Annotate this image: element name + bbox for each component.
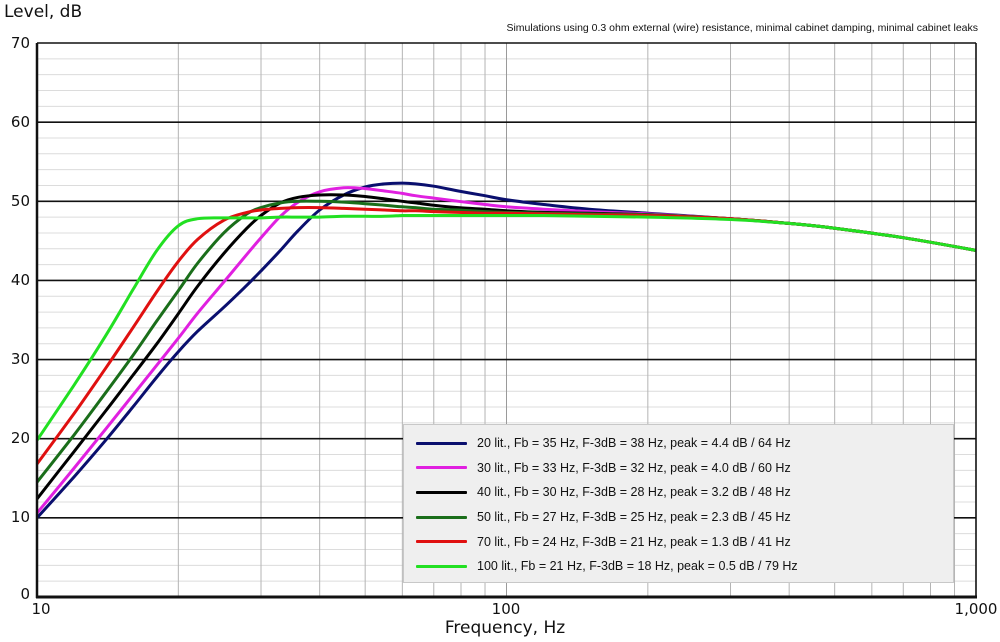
y-tick-60: 60 xyxy=(10,113,30,131)
x-axis-title: Frequency, Hz xyxy=(444,618,566,638)
legend-swatch xyxy=(416,466,467,470)
y-tick-30: 30 xyxy=(10,350,30,368)
legend-item-40-lit: 40 lit., Fb = 30 Hz, F-3dB = 28 Hz, peak… xyxy=(404,480,953,505)
legend-label: 20 lit., Fb = 35 Hz, F-3dB = 38 Hz, peak… xyxy=(477,436,791,451)
legend-label: 40 lit., Fb = 30 Hz, F-3dB = 28 Hz, peak… xyxy=(477,485,791,500)
legend-label: 70 lit., Fb = 24 Hz, F-3dB = 21 Hz, peak… xyxy=(477,534,791,549)
legend-item-30-lit: 30 lit., Fb = 33 Hz, F-3dB = 32 Hz, peak… xyxy=(404,456,953,481)
x-tick-1000: 1,000 xyxy=(954,600,998,618)
legend: 20 lit., Fb = 35 Hz, F-3dB = 38 Hz, peak… xyxy=(403,424,954,583)
y-tick-40: 40 xyxy=(10,271,30,289)
x-tick-10: 10 xyxy=(31,600,51,618)
legend-label: 30 lit., Fb = 33 Hz, F-3dB = 32 Hz, peak… xyxy=(477,460,791,475)
legend-swatch xyxy=(416,540,467,544)
y-tick-50: 50 xyxy=(10,192,30,210)
chart-subtitle: Simulations using 0.3 ohm external (wire… xyxy=(506,22,978,34)
y-tick-0: 0 xyxy=(20,585,30,603)
legend-item-100-lit: 100 lit., Fb = 21 Hz, F-3dB = 18 Hz, pea… xyxy=(404,554,953,579)
legend-swatch xyxy=(416,515,467,519)
y-axis-title: Level, dB xyxy=(4,2,83,22)
legend-item-20-lit: 20 lit., Fb = 35 Hz, F-3dB = 38 Hz, peak… xyxy=(404,431,953,456)
series-curve xyxy=(35,213,977,442)
curves xyxy=(35,181,977,519)
legend-label: 100 lit., Fb = 21 Hz, F-3dB = 18 Hz, pea… xyxy=(477,559,798,574)
y-tick-10: 10 xyxy=(10,508,30,526)
y-tick-70: 70 xyxy=(10,34,30,52)
legend-swatch xyxy=(416,564,467,568)
legend-swatch xyxy=(416,490,467,494)
legend-label: 50 lit., Fb = 27 Hz, F-3dB = 25 Hz, peak… xyxy=(477,510,791,525)
legend-swatch xyxy=(416,441,467,445)
axis-lines xyxy=(35,43,977,599)
legend-item-70-lit: 70 lit., Fb = 24 Hz, F-3dB = 21 Hz, peak… xyxy=(404,529,953,554)
x-tick-100: 100 xyxy=(491,600,521,618)
legend-item-50-lit: 50 lit., Fb = 27 Hz, F-3dB = 25 Hz, peak… xyxy=(404,505,953,530)
y-tick-20: 20 xyxy=(10,429,30,447)
